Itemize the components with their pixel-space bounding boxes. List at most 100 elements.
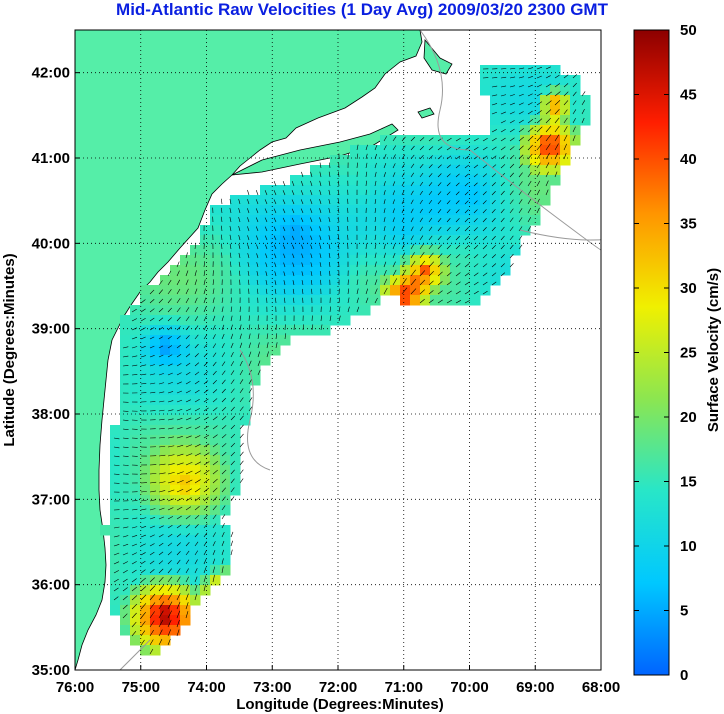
velocity-cell [330, 205, 341, 216]
velocity-arrow [419, 217, 423, 223]
velocity-arrow [122, 543, 129, 547]
velocity-cell [240, 405, 251, 416]
velocity-cell [350, 235, 361, 246]
velocity-cell [280, 235, 291, 246]
velocity-cell [510, 105, 521, 116]
velocity-cell [220, 315, 231, 326]
velocity-cell [550, 165, 561, 176]
velocity-cell [270, 225, 281, 236]
velocity-arrow [230, 315, 233, 322]
velocity-arrow [491, 191, 496, 196]
velocity-arrow [194, 452, 201, 457]
velocity-arrow [301, 280, 304, 286]
velocity-cell [270, 295, 281, 306]
velocity-arrow [283, 288, 286, 295]
velocity-arrow [401, 163, 405, 169]
velocity-arrow [194, 279, 198, 286]
velocity-arrow [455, 300, 461, 304]
velocity-arrow [572, 109, 577, 115]
velocity-cell [380, 205, 391, 216]
velocity-cell [180, 495, 191, 506]
velocity-arrow [283, 262, 286, 268]
velocity-cell [120, 335, 131, 346]
velocity-arrow [212, 379, 217, 385]
velocity-cell [510, 95, 521, 106]
velocity-cell [470, 295, 481, 306]
velocity-cell [450, 175, 461, 186]
velocity-cell [230, 475, 241, 486]
velocity-cell [440, 235, 451, 246]
velocity-arrow [221, 397, 227, 403]
velocity-cell [170, 375, 181, 386]
velocity-arrow [500, 181, 505, 187]
velocity-cell [430, 205, 441, 216]
velocity-cell [490, 275, 501, 286]
colorbar-tick-label: 25 [680, 345, 697, 362]
velocity-arrow [230, 397, 235, 403]
velocity-arrow [149, 569, 155, 574]
velocity-cell [150, 615, 161, 626]
velocity-cell [170, 605, 181, 616]
velocity-cell [490, 185, 501, 196]
velocity-arrow [383, 287, 388, 295]
velocity-cell [440, 165, 451, 176]
velocity-arrow [419, 172, 424, 178]
velocity-arrow [203, 584, 206, 592]
velocity-cell [300, 255, 311, 266]
velocity-cell [240, 355, 251, 366]
velocity-cell [220, 475, 231, 486]
velocity-arrow [176, 601, 181, 610]
velocity-arrow [149, 345, 155, 349]
velocity-arrow [238, 198, 241, 205]
velocity-arrow [347, 279, 349, 286]
velocity-arrow [203, 532, 208, 538]
velocity-arrow [500, 85, 507, 88]
velocity-cell [570, 135, 581, 146]
velocity-arrow [167, 542, 173, 547]
velocity-arrow [383, 243, 386, 250]
velocity-arrow [212, 370, 217, 376]
velocity-cell [120, 495, 131, 506]
velocity-cell [290, 205, 301, 216]
velocity-arrow [446, 164, 451, 169]
velocity-arrow [328, 261, 331, 268]
velocity-arrow [203, 514, 208, 520]
velocity-arrow [455, 263, 461, 268]
velocity-cell [230, 325, 241, 336]
velocity-cell [400, 205, 411, 216]
velocity-arrow [274, 288, 277, 295]
velocity-cell [500, 145, 511, 156]
velocity-arrow [167, 409, 174, 412]
velocity-cell [510, 195, 521, 206]
velocity-arrow [419, 181, 424, 187]
velocity-arrow [239, 370, 244, 376]
velocity-arrow [238, 234, 241, 241]
velocity-cell [200, 385, 211, 396]
velocity-arrow [194, 325, 199, 331]
velocity-cell [350, 275, 361, 286]
velocity-arrow [185, 344, 190, 349]
velocity-cell [380, 225, 391, 236]
velocity-cell [550, 115, 561, 126]
velocity-arrow [167, 525, 173, 529]
velocity-arrow [383, 199, 386, 205]
velocity-cell [280, 335, 291, 346]
velocity-cell [170, 485, 181, 496]
velocity-arrow [401, 226, 405, 232]
velocity-cell [170, 525, 181, 536]
velocity-cell [140, 545, 151, 556]
velocity-cell [450, 195, 461, 206]
velocity-arrow [140, 299, 146, 304]
velocity-cell [140, 335, 151, 346]
velocity-cell [220, 235, 231, 246]
velocity-arrow [328, 253, 331, 259]
velocity-arrow [428, 244, 434, 250]
velocity-cell [170, 315, 181, 326]
velocity-arrow [301, 235, 304, 241]
velocity-cell [470, 165, 481, 176]
velocity-cell [430, 155, 441, 166]
velocity-arrow [410, 252, 415, 259]
velocity-arrow [113, 518, 120, 520]
velocity-arrow [328, 226, 331, 232]
velocity-cell [330, 295, 341, 306]
